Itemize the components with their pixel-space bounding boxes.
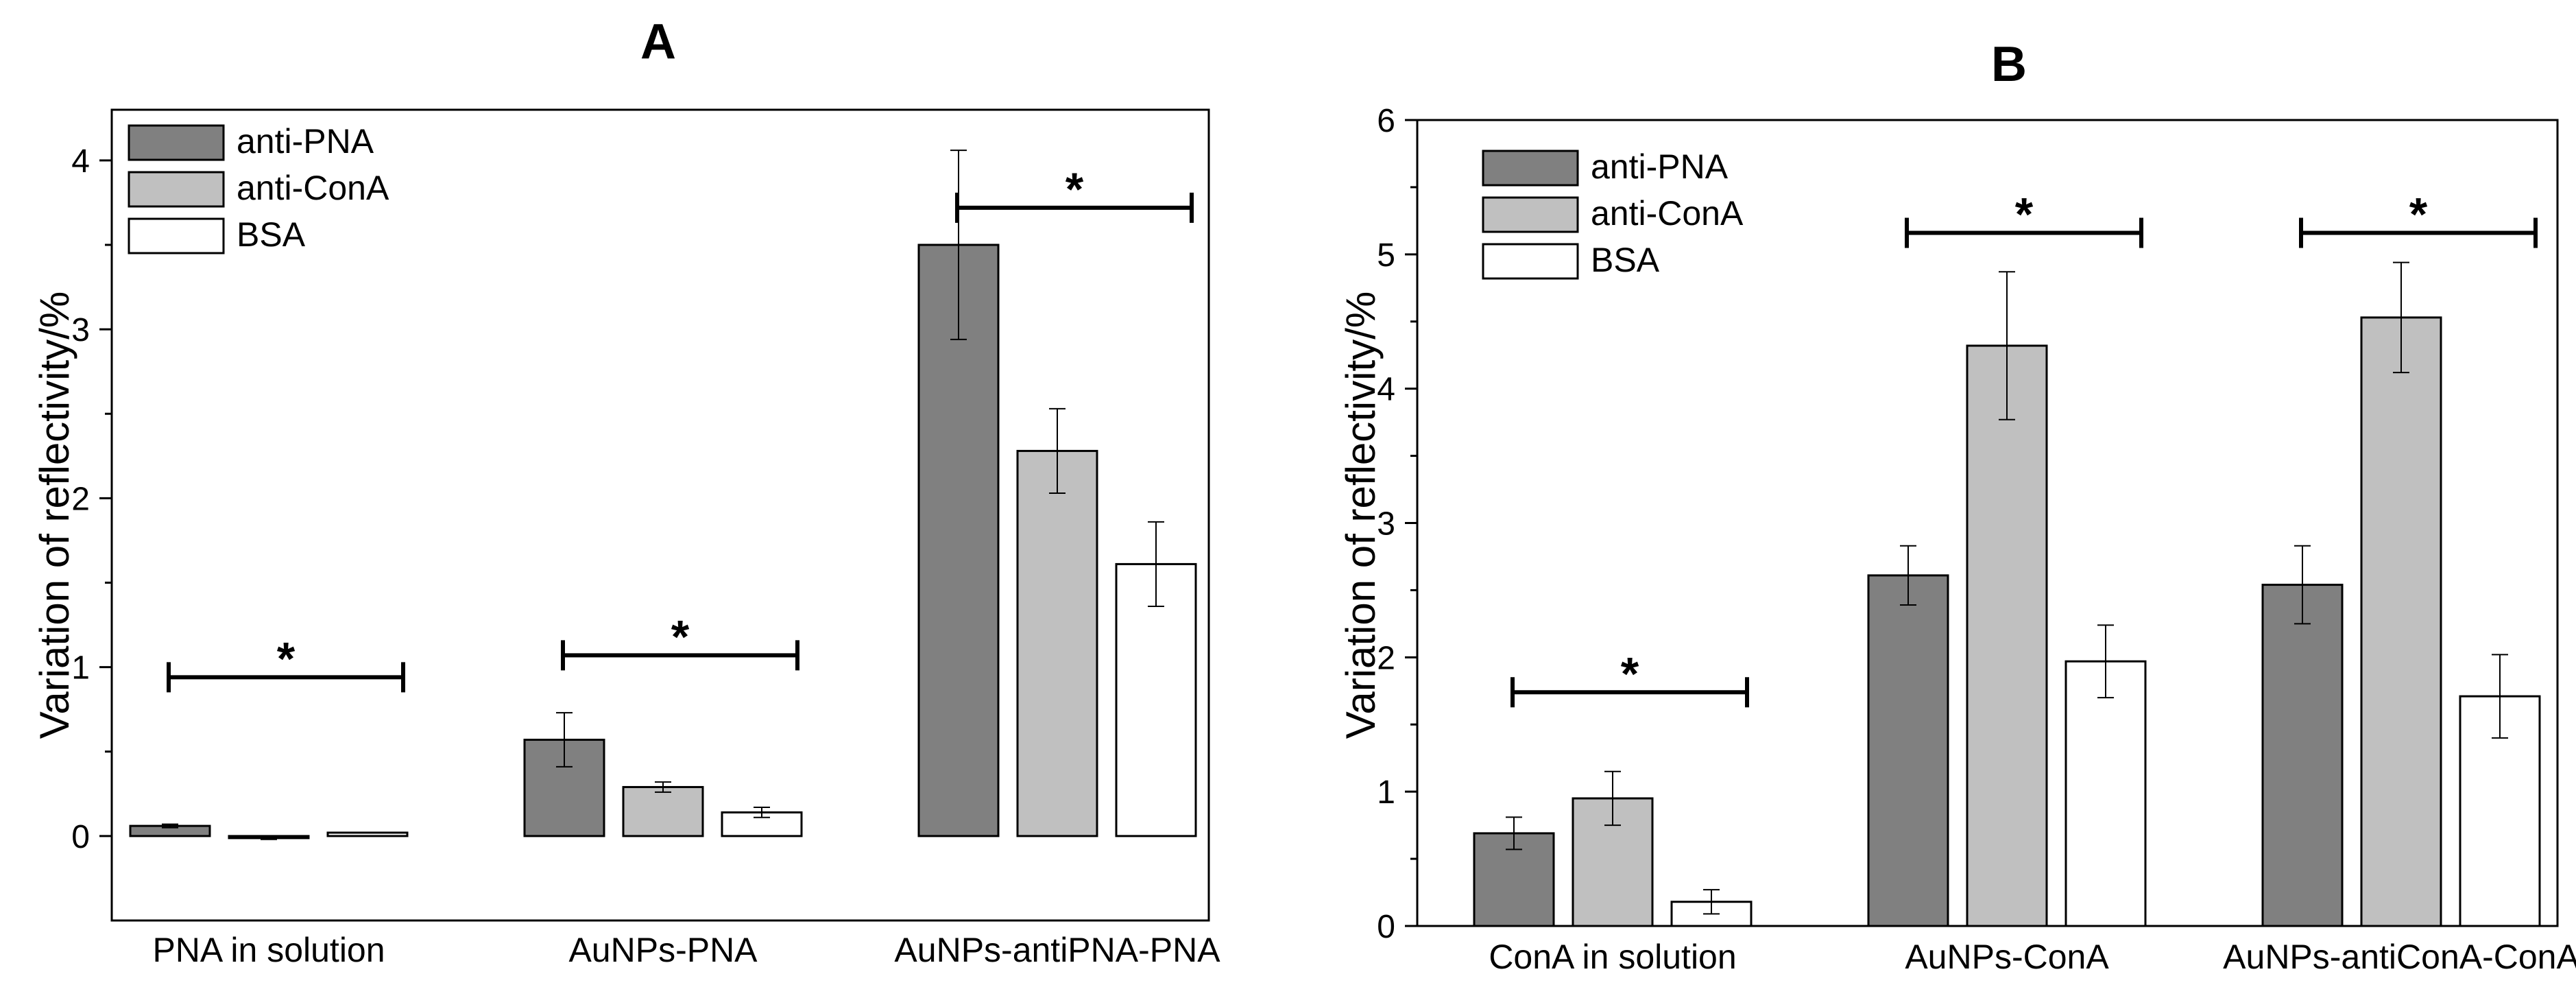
bar xyxy=(1867,574,1949,927)
y-tick-label: 4 xyxy=(1377,372,1395,408)
significance-star: * xyxy=(2409,189,2428,241)
legend-swatch xyxy=(128,217,225,254)
bar xyxy=(2261,584,2344,927)
y-tick-label: 6 xyxy=(1377,103,1395,139)
category-label: AuNPs-PNA xyxy=(568,931,758,969)
legend-swatch xyxy=(1482,196,1579,233)
y-tick-label: 5 xyxy=(1377,237,1395,274)
panel-b-chart: B 0 1 2 3 4 5 6 Variation of reflectivity/% ConA … xyxy=(1338,37,2576,976)
panel-a-chart: A 0 1 2 3 4 Variation of reflectivity/% PNA in … xyxy=(32,14,1220,969)
category-label: PNA in solution xyxy=(152,931,385,969)
y-tick-label: 3 xyxy=(71,312,90,348)
y-tick-label: 3 xyxy=(1377,506,1395,543)
category-label: ConA in solution xyxy=(1489,938,1736,976)
significance-star: * xyxy=(277,632,296,685)
bar xyxy=(2360,316,2442,927)
bar xyxy=(2065,660,2147,927)
panel-letter: B xyxy=(1991,37,2027,92)
y-tick-label: 1 xyxy=(71,650,90,687)
category-label: AuNPs-ConA xyxy=(1905,938,2109,976)
bar xyxy=(1016,449,1098,837)
bar xyxy=(622,785,704,837)
panel-letter: A xyxy=(640,14,676,69)
y-axis-title: Variation of reflectivity/% xyxy=(32,292,77,739)
bar xyxy=(1115,562,1197,837)
legend-label: anti-PNA xyxy=(237,122,374,161)
y-tick-label: 0 xyxy=(71,819,90,855)
y-tick-label: 4 xyxy=(71,143,90,180)
legend-label: anti-PNA xyxy=(1591,147,1729,186)
significance-star: * xyxy=(1621,647,1639,700)
legend-label: anti-ConA xyxy=(1591,194,1744,233)
legend-swatch xyxy=(1482,243,1579,280)
bar xyxy=(1966,344,2048,927)
legend-swatch xyxy=(128,124,225,161)
legend-label: BSA xyxy=(237,215,306,254)
legend-label: BSA xyxy=(1591,241,1660,279)
category-label: AuNPs-antiConA-ConA xyxy=(2223,938,2576,976)
y-axis-title: Variation of reflectivity/% xyxy=(1338,292,1384,739)
legend-label: anti-ConA xyxy=(237,169,389,207)
significance-star: * xyxy=(1066,163,1084,215)
bar xyxy=(326,831,409,837)
plot-frame xyxy=(110,108,1210,922)
category-label: AuNPs-antiPNA-PNA xyxy=(894,931,1220,969)
y-tick-label: 0 xyxy=(1377,909,1395,945)
legend-swatch xyxy=(128,171,225,208)
significance-star: * xyxy=(671,610,690,663)
significance-star: * xyxy=(2015,189,2034,241)
y-tick-label: 1 xyxy=(1377,774,1395,811)
legend-swatch xyxy=(1482,150,1579,187)
y-tick-label: 2 xyxy=(71,481,90,517)
y-tick-label: 2 xyxy=(1377,640,1395,676)
